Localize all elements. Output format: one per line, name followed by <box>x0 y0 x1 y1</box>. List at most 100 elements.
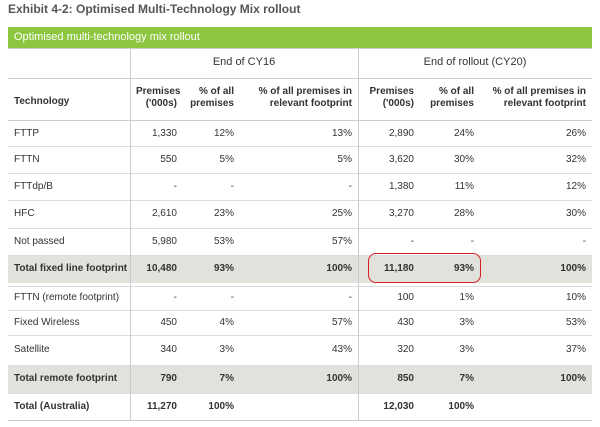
table-cell: 450 <box>160 316 177 328</box>
group-header: End of CY16 <box>212 56 276 68</box>
table-cell: 57% <box>331 235 352 247</box>
table-cell: 53% <box>213 235 234 247</box>
table-cell: 7% <box>459 373 474 384</box>
rule <box>8 255 592 256</box>
table-cell: 1,330 <box>151 127 177 139</box>
rule <box>8 335 592 336</box>
table-cell: 100 <box>397 292 414 303</box>
column-header: Technology <box>14 96 70 107</box>
table-cell: 26% <box>565 127 586 139</box>
table-cell: 340 <box>160 344 177 355</box>
table-cell: 2,610 <box>151 208 177 219</box>
table-cell: 550 <box>160 153 177 165</box>
column-header: Premises ('000s) <box>136 86 181 109</box>
total-row-band <box>8 365 592 393</box>
table-cell: - <box>230 292 234 303</box>
title: Exhibit 4-2: Optimised Multi-Technology … <box>8 2 301 16</box>
row-label: Satellite <box>14 344 50 355</box>
table-cell: - <box>173 292 177 303</box>
table-cell: - <box>173 180 177 192</box>
table-cell: - <box>470 235 474 247</box>
table-cell: 790 <box>160 373 177 384</box>
table-cell: 93% <box>213 263 234 274</box>
row-label: FTTN <box>14 153 40 165</box>
group-header: End of rollout (CY20) <box>423 56 527 68</box>
table-cell: 2,890 <box>388 127 414 139</box>
table-cell: 5% <box>219 153 234 165</box>
table-cell: 850 <box>397 373 414 384</box>
table-cell: 37% <box>565 344 586 355</box>
table-cell: 13% <box>331 127 352 139</box>
row-label: Total (Australia) <box>14 400 90 412</box>
table-cell: 3,620 <box>388 153 414 165</box>
row-label: Total fixed line footprint <box>14 263 128 274</box>
table-cell: 4% <box>219 316 234 328</box>
table-cell: 1,380 <box>388 180 414 192</box>
table-cell: 7% <box>219 373 234 384</box>
rule <box>8 48 592 49</box>
column-header: % of all premises <box>190 86 234 109</box>
table-cell: - <box>348 180 352 192</box>
rule <box>8 365 592 366</box>
rule <box>8 228 592 229</box>
rule <box>8 420 592 421</box>
table-cell: 12% <box>565 180 586 192</box>
total-row-band <box>8 255 592 283</box>
row-label: Not passed <box>14 235 65 247</box>
column-divider <box>130 48 131 420</box>
column-header: Premises ('000s) <box>369 86 414 109</box>
table-cell: 3,270 <box>388 208 414 219</box>
table-cell: 10% <box>565 292 586 303</box>
row-label: HFC <box>14 208 35 219</box>
table-cell: 100% <box>560 263 586 274</box>
table-cell: - <box>348 292 352 303</box>
row-label: FTTP <box>14 127 39 139</box>
table-cell: 100% <box>448 400 474 412</box>
table-banner: Optimised multi-technology mix rollout <box>8 27 592 48</box>
column-header: % of all premises in relevant footprint <box>492 86 586 109</box>
table-cell: - <box>410 235 414 247</box>
column-header: % of all premises in relevant footprint <box>258 86 352 109</box>
table-cell: 30% <box>453 153 474 165</box>
table-cell: 3% <box>219 344 234 355</box>
row-label: Total remote footprint <box>14 373 118 384</box>
table-cell: 24% <box>453 127 474 139</box>
table-cell: 100% <box>326 263 352 274</box>
rule <box>8 173 592 174</box>
table-cell: 320 <box>397 344 414 355</box>
highlight-ring <box>368 253 481 283</box>
table-cell: 12% <box>213 127 234 139</box>
rule <box>8 146 592 147</box>
column-header: % of all premises <box>430 86 474 109</box>
table-cell: 93% <box>453 263 474 274</box>
table-cell: 3% <box>459 316 474 328</box>
table-cell: 30% <box>565 208 586 219</box>
row-label: FTTN (remote footprint) <box>14 292 120 303</box>
table-cell: 11% <box>454 180 474 192</box>
rule <box>8 200 592 201</box>
row-label: Fixed Wireless <box>14 316 80 328</box>
rule <box>8 78 592 79</box>
table-cell: 5% <box>337 153 352 165</box>
rule <box>8 310 592 311</box>
table-cell: 1% <box>459 292 474 303</box>
table-cell: 11,180 <box>383 263 414 274</box>
table-cell: 23% <box>213 208 234 219</box>
column-divider <box>358 48 359 420</box>
table-cell: 32% <box>565 153 586 165</box>
rule <box>8 286 592 287</box>
rule <box>8 120 592 121</box>
table-cell: 57% <box>331 316 352 328</box>
table-cell: 100% <box>560 373 586 384</box>
table-cell: 25% <box>331 208 352 219</box>
table-cell: 12,030 <box>383 400 414 412</box>
table-cell: 53% <box>565 316 586 328</box>
rule <box>8 393 592 394</box>
table-cell: 100% <box>208 400 234 412</box>
table-cell: - <box>230 180 234 192</box>
table-cell: - <box>582 235 586 247</box>
row-label: FTTdp/B <box>14 180 53 192</box>
table-cell: 430 <box>397 316 414 328</box>
table-cell: 100% <box>326 373 352 384</box>
